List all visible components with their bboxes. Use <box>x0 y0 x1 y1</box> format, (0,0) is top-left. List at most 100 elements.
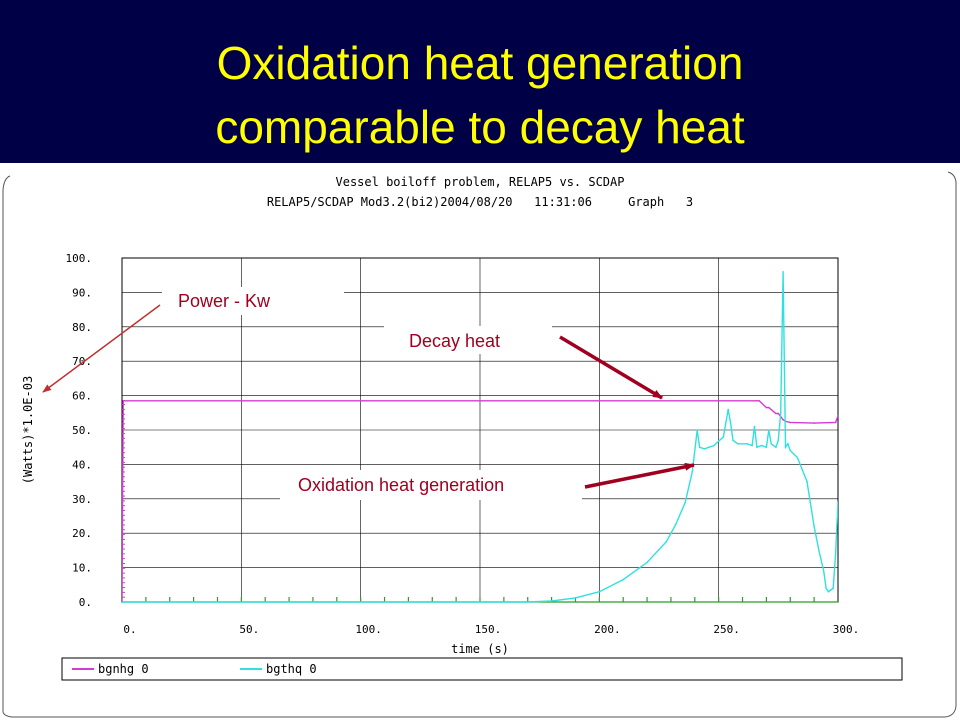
legend-label-series-2: bgthq 0 <box>266 662 317 676</box>
series-1-point <box>834 421 837 424</box>
series-1-point <box>123 400 126 402</box>
series-2-point <box>665 541 667 543</box>
oxidation-label-box <box>280 470 582 500</box>
series-2-point <box>526 601 529 603</box>
x-tick-label: 100. <box>355 623 382 636</box>
series-2-point <box>708 446 710 449</box>
decay-label: Decay heat <box>409 331 500 351</box>
series-2-point <box>729 422 732 424</box>
series-2-point <box>646 561 648 564</box>
series-1-point <box>782 418 784 421</box>
y-tick-label: 100. <box>66 252 93 265</box>
series-2-point <box>746 443 749 445</box>
slide-title-line1: Oxidation heat generation <box>216 37 744 89</box>
series-2-point <box>822 570 825 572</box>
series-1-point <box>756 400 758 402</box>
series-1-point <box>768 406 770 409</box>
series-2-point <box>782 271 784 273</box>
plot-header-line2: RELAP5/SCDAP Mod3.2(bi2)2004/08/20 11:31… <box>267 195 693 209</box>
series-2-point <box>703 448 706 450</box>
decay-label-box <box>384 326 552 354</box>
series-2-point <box>834 553 837 555</box>
series-1-point <box>775 412 777 415</box>
power-arrow <box>42 304 161 393</box>
y-tick-label: 10. <box>72 562 92 575</box>
series-2-point <box>684 501 687 504</box>
y-axis-ticks: 0.10.20.30.40.50.60.70.80.90.100. <box>66 252 93 609</box>
x-tick-label: 150. <box>475 623 502 636</box>
series-2-point <box>760 444 763 447</box>
legend-box <box>61 657 903 681</box>
legend-label-series-1: bgnhg 0 <box>98 662 149 676</box>
series-1-point <box>789 421 792 424</box>
x-axis-label: time (s) <box>451 642 509 656</box>
series-1-point <box>758 400 760 402</box>
series-2-point <box>727 408 729 411</box>
x-tick-label: 0. <box>123 623 136 636</box>
x-tick-label: 50. <box>239 623 259 636</box>
series-2-point <box>825 587 827 589</box>
x-tick-label: 250. <box>713 623 740 636</box>
y-tick-label: 90. <box>72 286 92 299</box>
series-2-point <box>765 446 768 449</box>
series-2-point <box>691 470 694 473</box>
series-2-point <box>832 587 834 589</box>
oxidation-label: Oxidation heat generation <box>298 475 504 495</box>
series-1-point <box>122 400 124 402</box>
series-2-point <box>574 597 577 599</box>
series-2-point <box>598 590 601 593</box>
series-2-point <box>674 523 677 526</box>
series-2-point <box>784 446 787 449</box>
series-2-point <box>751 444 753 447</box>
series-2-point <box>787 443 789 445</box>
series-2-point <box>698 446 701 449</box>
x-axis-ticks: 0. 50. 100. 150. 200. 250. 300. <box>123 623 859 636</box>
decay-arrow <box>559 335 663 400</box>
chart-panel: Vessel boiloff problem, RELAP5 vs. SCDAP… <box>2 171 957 718</box>
x-tick-label: 200. <box>594 623 621 636</box>
series-1-point <box>837 415 838 417</box>
series-2-point <box>770 443 772 445</box>
series-2-point <box>722 436 725 438</box>
series-2-point <box>732 439 734 442</box>
slide-title-line2: comparable to decay heat <box>215 101 745 153</box>
series-2-point <box>775 446 777 449</box>
series-2-point <box>830 589 832 591</box>
series-2-point <box>813 525 815 528</box>
series-2-point <box>777 439 780 442</box>
series-2-point <box>550 600 553 602</box>
series-2-point <box>696 429 698 431</box>
series-2-point <box>818 549 820 552</box>
series-2-point <box>837 501 838 503</box>
x-tick-label: 300. <box>833 623 860 636</box>
series-2-point <box>768 429 770 431</box>
page-border <box>2 171 957 718</box>
series-1-point <box>777 412 780 415</box>
series-2-point <box>756 446 758 449</box>
series-2-point <box>622 578 624 581</box>
y-tick-label: 0. <box>79 596 92 609</box>
power-label-box <box>162 287 344 315</box>
title-bar <box>0 0 960 163</box>
series-2-point <box>713 444 715 447</box>
series-2-point <box>122 601 123 603</box>
y-tick-label: 50. <box>72 424 92 437</box>
y-tick-label: 20. <box>72 527 92 540</box>
series-2-point <box>789 449 792 452</box>
power-label: Power - Kw <box>178 291 271 311</box>
y-tick-label: 30. <box>72 493 92 506</box>
series-layer <box>122 271 838 603</box>
series-2-point <box>796 456 799 459</box>
oxidation-arrow <box>584 462 695 489</box>
series-2-point <box>737 443 739 445</box>
y-axis-label: (Watts)*1.0E-03 <box>21 376 35 484</box>
plot-header-line1: Vessel boiloff problem, RELAP5 vs. SCDAP <box>336 175 625 189</box>
series-2-point <box>806 480 808 483</box>
series-2-point <box>753 425 756 428</box>
y-tick-label: 80. <box>72 321 92 334</box>
series-1-point <box>813 422 815 424</box>
series-2-point <box>779 412 782 414</box>
series-1-point <box>765 406 768 409</box>
series-2-point <box>827 590 830 593</box>
y-tick-label: 40. <box>72 458 92 471</box>
